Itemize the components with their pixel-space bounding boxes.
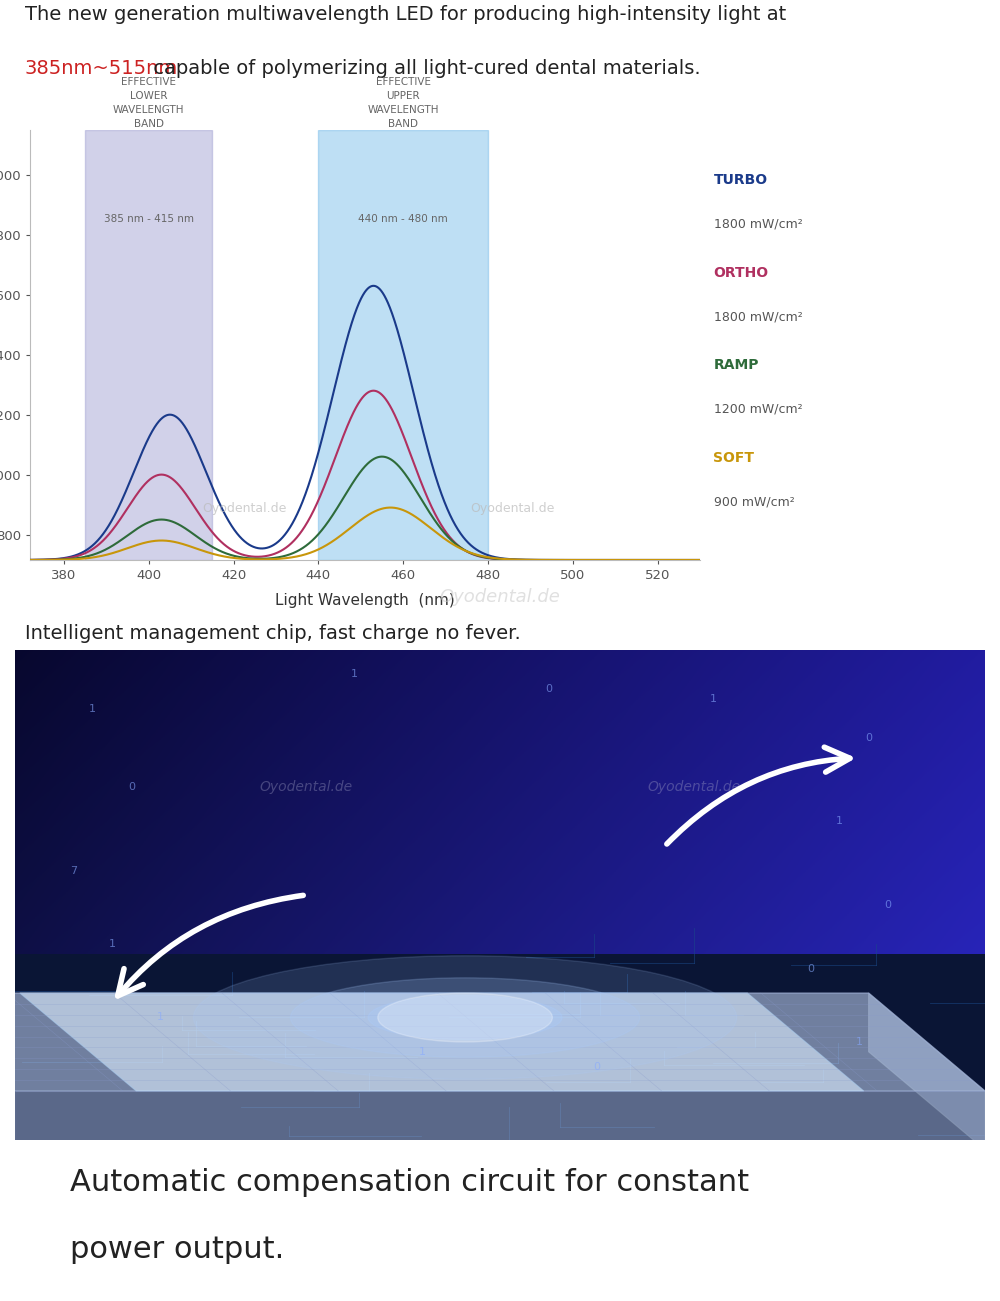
Text: The new generation multiwavelength LED for producing high-intensity light at: The new generation multiwavelength LED f… (25, 5, 786, 25)
Bar (85, 130, 212, 559)
Text: Intelligent management chip, fast charge no fever.: Intelligent management chip, fast charge… (25, 624, 521, 643)
Polygon shape (20, 993, 864, 1092)
Text: Automatic compensation circuit for constant: Automatic compensation circuit for const… (70, 1168, 749, 1197)
Text: Oyodental.de: Oyodental.de (647, 781, 741, 794)
Ellipse shape (193, 956, 737, 1080)
Bar (318, 130, 488, 559)
Text: Oyodental.de: Oyodental.de (440, 588, 560, 605)
Text: capable of polymerizing all light-cured dental materials.: capable of polymerizing all light-cured … (147, 60, 701, 78)
Ellipse shape (368, 995, 562, 1039)
Text: Oyodental.de: Oyodental.de (259, 781, 353, 794)
Text: 0: 0 (594, 1062, 600, 1072)
Ellipse shape (290, 978, 640, 1058)
Text: EFFECTIVE
LOWER
WAVELENGTH
BAND: EFFECTIVE LOWER WAVELENGTH BAND (113, 77, 184, 129)
Text: 440 nm - 480 nm: 440 nm - 480 nm (358, 215, 448, 224)
Text: ORTHO: ORTHO (714, 265, 769, 280)
Text: 1200 mW/cm²: 1200 mW/cm² (714, 403, 802, 416)
Text: 385 nm - 415 nm: 385 nm - 415 nm (104, 215, 194, 224)
Text: 900 mW/cm²: 900 mW/cm² (714, 496, 794, 509)
Text: 1: 1 (108, 939, 116, 948)
Polygon shape (0, 993, 985, 1092)
Text: 1: 1 (855, 1037, 862, 1047)
Polygon shape (869, 993, 985, 1150)
Text: TURBO: TURBO (714, 173, 768, 187)
Text: power output.: power output. (70, 1235, 284, 1263)
Polygon shape (15, 954, 985, 1140)
Text: 0: 0 (865, 734, 872, 743)
Text: Oyodental.de: Oyodental.de (470, 502, 555, 515)
Text: 1: 1 (157, 1012, 164, 1023)
Text: 1: 1 (836, 817, 843, 826)
Text: RAMP: RAMP (714, 359, 759, 372)
Text: 0: 0 (807, 964, 814, 973)
Text: 1: 1 (89, 704, 96, 714)
Text: Oyodental.de: Oyodental.de (202, 502, 287, 515)
Text: 0: 0 (885, 900, 892, 909)
Text: 1: 1 (710, 693, 717, 704)
Text: 0: 0 (128, 782, 135, 792)
Text: 385nm~515nm: 385nm~515nm (25, 60, 178, 78)
Text: 1: 1 (351, 670, 358, 679)
Text: 7: 7 (70, 865, 77, 876)
Text: SOFT: SOFT (714, 451, 755, 464)
Text: EFFECTIVE
UPPER
WAVELENGTH
BAND: EFFECTIVE UPPER WAVELENGTH BAND (367, 77, 439, 129)
Polygon shape (15, 1092, 985, 1150)
Ellipse shape (378, 993, 552, 1042)
Text: 1800 mW/cm²: 1800 mW/cm² (714, 311, 802, 324)
Text: 1800 mW/cm²: 1800 mW/cm² (714, 217, 802, 230)
Text: 1: 1 (419, 1047, 426, 1056)
Text: 0: 0 (545, 684, 552, 695)
X-axis label: Light Wavelength  (nm): Light Wavelength (nm) (275, 593, 455, 608)
